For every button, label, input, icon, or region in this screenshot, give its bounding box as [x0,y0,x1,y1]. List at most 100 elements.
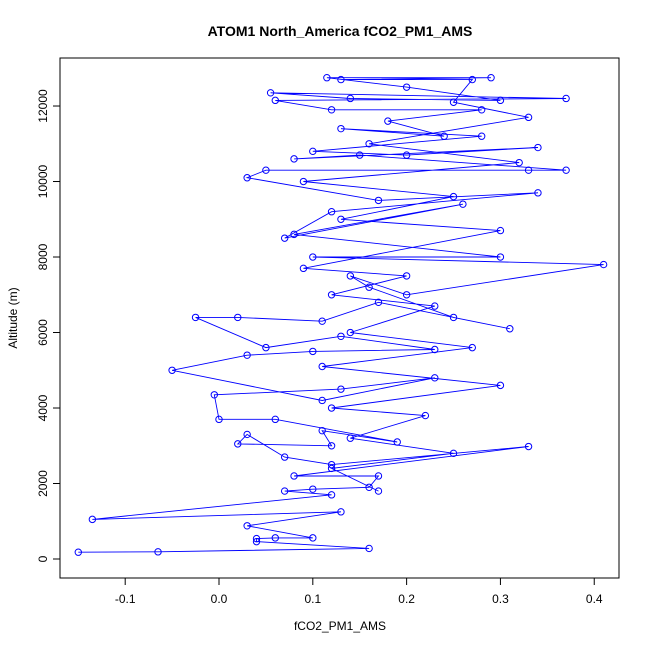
data-point [243,351,251,359]
data-point [271,534,279,542]
data-point [280,234,289,242]
data-point [318,396,326,405]
data-point [309,347,317,356]
data-point [337,215,345,223]
data-point [168,366,176,374]
data-point [74,548,82,556]
data-point [449,449,458,458]
data-point [234,440,242,448]
data-point [402,272,411,280]
data-line [78,77,604,553]
data-point [468,75,476,84]
x-tick-label: 0.0 [211,592,228,606]
data-point [290,230,298,239]
data-point [402,291,411,299]
y-tick-label: 8000 [36,243,50,270]
x-tick-label: 0.4 [586,592,603,606]
x-tick-label: 0.2 [398,592,415,606]
data-point [515,158,523,167]
data-point [327,208,336,216]
data-point [374,196,383,205]
data-point [487,74,495,82]
data-point [374,298,383,307]
data-point [337,124,345,133]
data-point [356,151,364,159]
data-point [262,166,270,174]
data-point [496,96,505,105]
data-point [271,415,279,424]
data-point [280,453,289,461]
data-point [243,174,251,182]
y-axis-label: Altitude (m) [6,287,20,348]
data-point [524,113,533,122]
data-point [346,94,355,103]
data-point [384,117,392,125]
y-tick-label: 6000 [36,319,50,346]
data-point [309,534,317,542]
data-point [346,272,355,280]
data-point [562,166,570,174]
plot-box [59,57,620,579]
data-point [431,345,439,354]
data-point [327,460,336,469]
data-point [262,343,270,352]
data-point [440,132,448,140]
data-point [468,343,476,352]
data-point [459,200,467,208]
data-point [496,381,505,390]
data-point [154,548,162,556]
data-point [374,487,383,495]
data-point [215,415,223,424]
data-point [234,313,242,322]
data-point [271,96,279,105]
data-point [266,89,275,97]
data-point [365,140,373,148]
data-point [309,147,317,156]
data-point [309,253,317,261]
y-tick-label: 4000 [36,394,50,421]
data-point [323,74,331,82]
data-point [327,404,336,412]
data-point [290,155,298,163]
data-point [431,302,439,310]
data-point [534,143,542,152]
x-tick-label: -0.1 [115,592,136,606]
data-point [318,317,326,325]
data-point [337,508,345,516]
data-point [252,537,261,546]
data-point [299,264,308,273]
data-point [327,464,336,473]
data-point [449,313,458,322]
data-point [309,485,317,493]
data-point [327,291,336,299]
data-point [449,98,458,106]
y-tick-label: 10000 [36,165,50,199]
data-point [506,325,514,333]
data-point [431,374,439,382]
data-point [346,328,355,337]
data-point [191,313,200,322]
data-point [299,177,308,186]
data-point [243,430,251,439]
data-point [374,472,383,480]
data-point [337,385,345,393]
data-point [243,522,251,530]
y-tick-label: 12000 [36,89,50,123]
data-point [496,253,505,261]
data-point [337,332,345,340]
data-point [562,94,570,103]
data-point [365,544,373,553]
data-point [402,151,411,159]
data-point [318,426,326,435]
data-point [327,106,336,114]
data-point [88,515,97,524]
data-point [327,491,336,499]
data-point [524,442,533,451]
x-tick-label: 0.1 [304,592,321,606]
data-point [290,472,298,480]
y-tick-label: 2000 [36,470,50,497]
x-tick-label: 0.3 [492,592,509,606]
data-point [496,226,505,235]
data-point [337,75,345,84]
